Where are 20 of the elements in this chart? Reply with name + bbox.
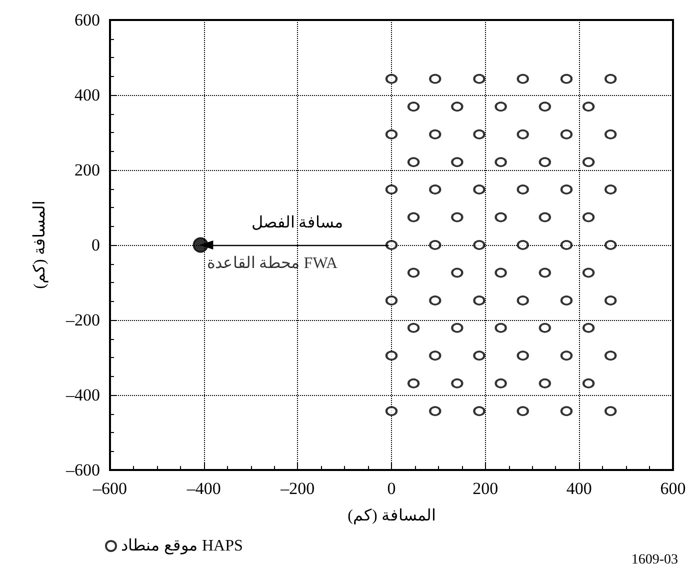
y-tick-label: 600 (74, 10, 100, 30)
x-axis-title: المسافة (كم) (348, 508, 436, 524)
legend-label: موقع منطاد HAPS (121, 538, 243, 554)
y-tick-label: 200 (74, 160, 100, 180)
series-label: محطة القاعدة FWA (206, 254, 338, 272)
y-tick-label: –600 (65, 460, 100, 480)
y-axis-title: المسافة (كم) (32, 201, 48, 289)
y-tick-label: –200 (65, 310, 100, 330)
x-tick-label: 400 (566, 479, 592, 498)
y-tick-label: –400 (65, 386, 100, 404)
annotation: مسافة الفصل (251, 214, 344, 232)
y-tick-label: 0 (92, 236, 100, 254)
x-tick-label: –400 (186, 479, 221, 498)
text: 1609-03 (631, 552, 678, 568)
x-tick-label: –200 (280, 479, 315, 498)
x-tick-label: –600 (92, 479, 127, 498)
x-tick-label: 200 (472, 479, 498, 498)
y-tick-label: 400 (74, 86, 100, 104)
x-tick-label: 600 (660, 479, 686, 498)
x-tick-label: 0 (387, 479, 396, 498)
